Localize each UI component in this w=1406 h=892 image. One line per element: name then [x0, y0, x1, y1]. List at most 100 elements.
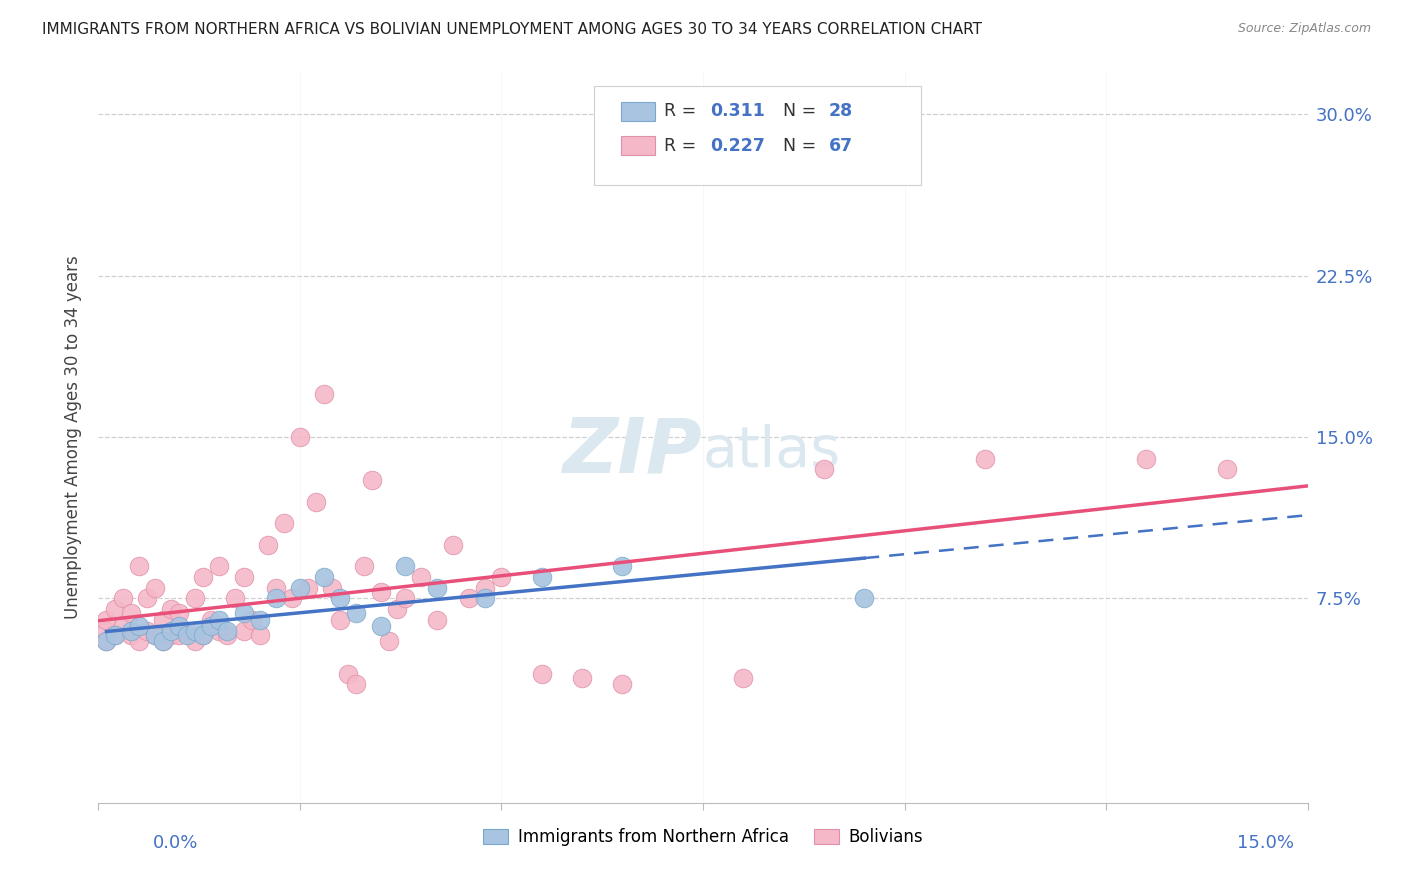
Point [193, 570, 215, 584]
Point [612, 559, 634, 574]
Point [458, 591, 481, 606]
Point [184, 634, 207, 648]
Point [152, 613, 174, 627]
Point [200, 613, 222, 627]
Point [321, 581, 343, 595]
Point [143, 628, 166, 642]
Point [160, 628, 183, 642]
Point [377, 634, 399, 648]
Point [143, 581, 166, 595]
Point [305, 494, 328, 508]
Text: 67: 67 [828, 136, 853, 154]
Point [96, 624, 118, 638]
Point [288, 581, 311, 595]
Point [193, 628, 215, 642]
Point [530, 666, 553, 681]
Point [96, 634, 118, 648]
Point [103, 628, 125, 642]
Point [103, 628, 125, 642]
Point [167, 619, 190, 633]
Point [612, 677, 634, 691]
Point [120, 607, 142, 621]
Point [385, 602, 408, 616]
Point [111, 619, 134, 633]
Point [249, 613, 271, 627]
Point [329, 591, 352, 606]
Text: R =: R = [664, 136, 702, 154]
Y-axis label: Unemployment Among Ages 30 to 34 years: Unemployment Among Ages 30 to 34 years [65, 255, 83, 619]
Text: ZIP: ZIP [564, 415, 703, 489]
Point [143, 628, 166, 642]
Point [160, 624, 183, 638]
Point [329, 613, 352, 627]
Point [208, 559, 231, 574]
Point [128, 559, 150, 574]
Point [361, 473, 384, 487]
Point [394, 591, 416, 606]
Bar [621, 136, 655, 155]
Point [208, 624, 231, 638]
Point [200, 619, 222, 633]
Point [853, 591, 876, 606]
Point [152, 634, 174, 648]
Point [96, 634, 118, 648]
Point [249, 628, 271, 642]
Point [111, 591, 134, 606]
Point [571, 671, 593, 685]
Point [128, 634, 150, 648]
Point [176, 628, 198, 642]
Point [288, 430, 311, 444]
Point [474, 581, 496, 595]
Point [128, 619, 150, 633]
Point [120, 624, 142, 638]
Point [232, 607, 254, 621]
Point [530, 570, 553, 584]
Point [224, 591, 246, 606]
Text: N =: N = [783, 103, 821, 120]
Point [103, 602, 125, 616]
Point [474, 591, 496, 606]
Point [193, 628, 215, 642]
Point [426, 613, 449, 627]
Point [314, 387, 336, 401]
Point [264, 591, 287, 606]
Text: 15.0%: 15.0% [1237, 834, 1294, 852]
Point [273, 516, 295, 530]
Point [394, 559, 416, 574]
Text: IMMIGRANTS FROM NORTHERN AFRICA VS BOLIVIAN UNEMPLOYMENT AMONG AGES 30 TO 34 YEA: IMMIGRANTS FROM NORTHERN AFRICA VS BOLIV… [42, 22, 983, 37]
Text: 28: 28 [828, 103, 853, 120]
Point [1216, 462, 1239, 476]
Bar [621, 102, 655, 121]
Point [135, 591, 157, 606]
Point [426, 581, 449, 595]
Text: atlas: atlas [703, 425, 841, 479]
Text: 0.0%: 0.0% [153, 834, 198, 852]
Legend: Immigrants from Northern Africa, Bolivians: Immigrants from Northern Africa, Bolivia… [477, 822, 929, 853]
Point [135, 624, 157, 638]
Point [813, 462, 835, 476]
Point [344, 607, 367, 621]
Point [232, 570, 254, 584]
Point [217, 624, 239, 638]
Point [96, 613, 118, 627]
Point [167, 607, 190, 621]
Point [733, 671, 755, 685]
Point [409, 570, 432, 584]
FancyBboxPatch shape [595, 86, 921, 185]
Text: Source: ZipAtlas.com: Source: ZipAtlas.com [1237, 22, 1371, 36]
Text: N =: N = [783, 136, 821, 154]
Point [281, 591, 304, 606]
Point [344, 677, 367, 691]
Point [974, 451, 997, 466]
Point [264, 581, 287, 595]
Point [120, 628, 142, 642]
Point [176, 624, 198, 638]
Point [232, 624, 254, 638]
Point [240, 613, 263, 627]
Point [353, 559, 375, 574]
Point [217, 628, 239, 642]
Point [370, 585, 392, 599]
Point [208, 613, 231, 627]
Text: 0.311: 0.311 [710, 103, 765, 120]
Point [184, 591, 207, 606]
